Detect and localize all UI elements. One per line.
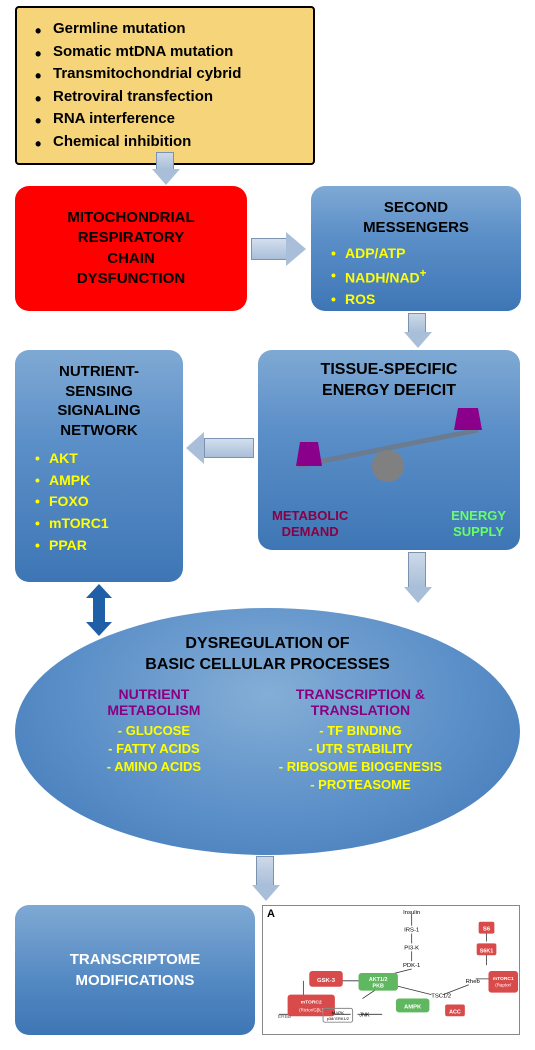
arrow-stem bbox=[204, 438, 254, 458]
arrow-left-icon bbox=[186, 432, 204, 464]
energy-deficit-box: TISSUE-SPECIFIC ENERGY DEFICIT METABOLIC… bbox=[258, 350, 520, 550]
signaling-item: PPAR bbox=[27, 535, 171, 557]
svg-text:(Rictor/GβL): (Rictor/GβL) bbox=[299, 1007, 324, 1012]
arrow-stem bbox=[408, 313, 426, 333]
second-messengers-box: SECOND MESSENGERS ADP/ATP NADH/NAD+ ROS bbox=[311, 186, 521, 311]
arrow-right-icon bbox=[286, 232, 306, 266]
signaling-box: NUTRIENT- SENSING SIGNALING NETWORK AKT … bbox=[15, 350, 183, 582]
svg-text:PI3-K: PI3-K bbox=[404, 945, 419, 951]
pathway-svg: Insulin IRS-1 PI3-K PDK-1 GSK-3 AKT1/2PK… bbox=[263, 906, 519, 1034]
arrow-down-icon bbox=[252, 885, 280, 901]
svg-text:mTORC1: mTORC1 bbox=[493, 976, 514, 982]
transcriptome-box: TRANSCRIPTOME MODIFICATIONS bbox=[15, 905, 255, 1035]
energy-supply-label: ENERGY SUPPLY bbox=[451, 508, 506, 541]
svg-text:ERBB: ERBB bbox=[278, 1014, 292, 1020]
svg-text:MAPK: MAPK bbox=[332, 1010, 345, 1015]
dysregulation-ellipse: DYSREGULATION OF BASIC CELLULAR PROCESSE… bbox=[15, 608, 520, 855]
signaling-list: AKT AMPK FOXO mTORC1 PPAR bbox=[27, 448, 171, 556]
arrow-stem bbox=[408, 552, 426, 588]
seesaw-icon bbox=[268, 408, 508, 498]
svg-text:Rheb: Rheb bbox=[466, 979, 481, 985]
transcription-heading: TRANSCRIPTION & TRANSLATION bbox=[247, 686, 474, 718]
svg-text:S6K1: S6K1 bbox=[480, 948, 494, 954]
messenger-item: ROS bbox=[323, 289, 509, 311]
signaling-title: NUTRIENT- SENSING SIGNALING NETWORK bbox=[27, 362, 171, 440]
nutrient-items: - GLUCOSE - FATTY ACIDS - AMINO ACIDS bbox=[61, 722, 247, 777]
energy-deficit-title: TISSUE-SPECIFIC ENERGY DEFICIT bbox=[270, 360, 508, 402]
svg-text:Insulin: Insulin bbox=[403, 910, 420, 916]
arrow-stem bbox=[156, 152, 174, 170]
svg-text:PKB: PKB bbox=[372, 984, 384, 990]
nutrient-heading: NUTRIENT METABOLISM bbox=[61, 686, 247, 718]
cause-item: Transmitochondrial cybrid bbox=[35, 63, 299, 86]
signaling-item: AMPK bbox=[27, 470, 171, 492]
arrow-stem bbox=[256, 856, 274, 886]
bidirectional-arrow-icon bbox=[86, 584, 112, 636]
arrow-stem bbox=[251, 238, 287, 260]
signaling-item: AKT bbox=[27, 448, 171, 470]
cause-item: Chemical inhibition bbox=[35, 131, 299, 154]
svg-text:AMPK: AMPK bbox=[404, 1004, 422, 1010]
nutrient-metabolism-col: NUTRIENT METABOLISM - GLUCOSE - FATTY AC… bbox=[61, 686, 247, 795]
dysfunction-text: MITOCHONDRIAL RESPIRATORY CHAIN DYSFUNCT… bbox=[67, 208, 194, 289]
messenger-item: NADH/NAD+ bbox=[323, 265, 509, 289]
cause-item: Germline mutation bbox=[35, 18, 299, 41]
signaling-item: mTORC1 bbox=[27, 513, 171, 535]
transcription-col: TRANSCRIPTION & TRANSLATION - TF BINDING… bbox=[247, 686, 474, 795]
pathway-label-a: A bbox=[267, 908, 275, 920]
svg-text:JNK: JNK bbox=[359, 1012, 370, 1018]
pathway-thumbnail: A Insulin IRS-1 PI3-K PDK-1 GSK-3 AKT1/2… bbox=[262, 905, 520, 1035]
dysfunction-box: MITOCHONDRIAL RESPIRATORY CHAIN DYSFUNCT… bbox=[15, 186, 247, 311]
cause-item: RNA interference bbox=[35, 108, 299, 131]
causes-list: Germline mutation Somatic mtDNA mutation… bbox=[35, 18, 299, 153]
svg-text:ACC: ACC bbox=[449, 1009, 461, 1015]
arrow-down-icon bbox=[404, 332, 432, 348]
cause-item: Somatic mtDNA mutation bbox=[35, 41, 299, 64]
messenger-item: ADP/ATP bbox=[323, 243, 509, 265]
svg-text:S6: S6 bbox=[483, 927, 491, 933]
svg-text:mTORC2: mTORC2 bbox=[301, 999, 322, 1005]
cause-item: Retroviral transfection bbox=[35, 86, 299, 109]
signaling-item: FOXO bbox=[27, 491, 171, 513]
second-messengers-title: SECOND MESSENGERS bbox=[323, 198, 509, 237]
causes-box: Germline mutation Somatic mtDNA mutation… bbox=[15, 6, 315, 165]
svg-text:TSC1/2: TSC1/2 bbox=[431, 994, 451, 1000]
svg-text:p38/ ERK1/2: p38/ ERK1/2 bbox=[327, 1016, 349, 1021]
svg-text:AKT1/2: AKT1/2 bbox=[369, 977, 388, 983]
svg-text:GSK-3: GSK-3 bbox=[317, 978, 336, 984]
metabolic-demand-label: METABOLIC DEMAND bbox=[272, 508, 348, 541]
arrow-down-icon bbox=[152, 169, 180, 185]
dysregulation-title: DYSREGULATION OF BASIC CELLULAR PROCESSE… bbox=[45, 634, 490, 676]
second-messengers-list: ADP/ATP NADH/NAD+ ROS bbox=[323, 243, 509, 311]
transcriptome-text: TRANSCRIPTOME MODIFICATIONS bbox=[70, 949, 201, 991]
svg-text:IRS-1: IRS-1 bbox=[404, 928, 419, 934]
transcription-items: - TF BINDING - UTR STABILITY - RIBOSOME … bbox=[247, 722, 474, 795]
arrow-down-icon bbox=[404, 587, 432, 603]
svg-text:PDK-1: PDK-1 bbox=[403, 963, 420, 969]
svg-text:(Raptor/: (Raptor/ bbox=[495, 983, 512, 988]
